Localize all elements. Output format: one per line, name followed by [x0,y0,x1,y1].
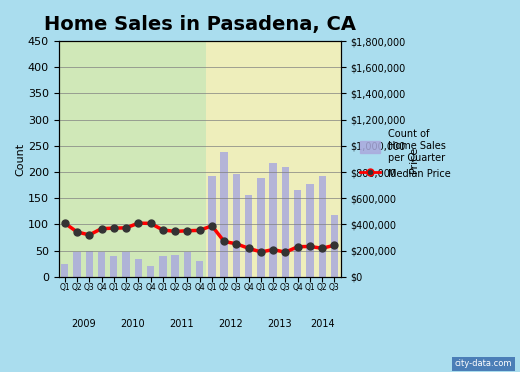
Legend: Count of
Home Sales
per Quarter, Median Price: Count of Home Sales per Quarter, Median … [356,125,454,183]
Bar [122,252,129,277]
Bar [306,184,314,277]
Text: 2012: 2012 [218,319,243,329]
Bar [245,195,252,277]
Bar [319,176,326,277]
Bar [196,261,203,277]
Title: Home Sales in Pasadena, CA: Home Sales in Pasadena, CA [44,15,356,34]
Bar [147,266,154,277]
Text: 2009: 2009 [71,319,96,329]
Bar [257,178,265,277]
Bar [220,152,228,277]
Bar [206,41,341,277]
Bar [110,256,118,277]
Y-axis label: Price: Price [409,145,419,173]
Y-axis label: Count: Count [15,142,25,176]
Bar [61,264,69,277]
Bar [208,176,216,277]
Bar [172,255,179,277]
Bar [73,252,81,277]
Text: 2010: 2010 [120,319,145,329]
Bar [294,190,302,277]
Bar [59,41,206,277]
Bar [233,174,240,277]
Bar [331,215,338,277]
Text: 2011: 2011 [169,319,193,329]
Bar [135,259,142,277]
Bar [269,163,277,277]
Bar [184,252,191,277]
Bar [159,256,166,277]
Bar [98,252,105,277]
Text: 2013: 2013 [267,319,292,329]
Text: 2014: 2014 [310,319,334,329]
Text: city-data.com: city-data.com [454,359,512,368]
Bar [282,167,289,277]
Bar [86,251,93,277]
